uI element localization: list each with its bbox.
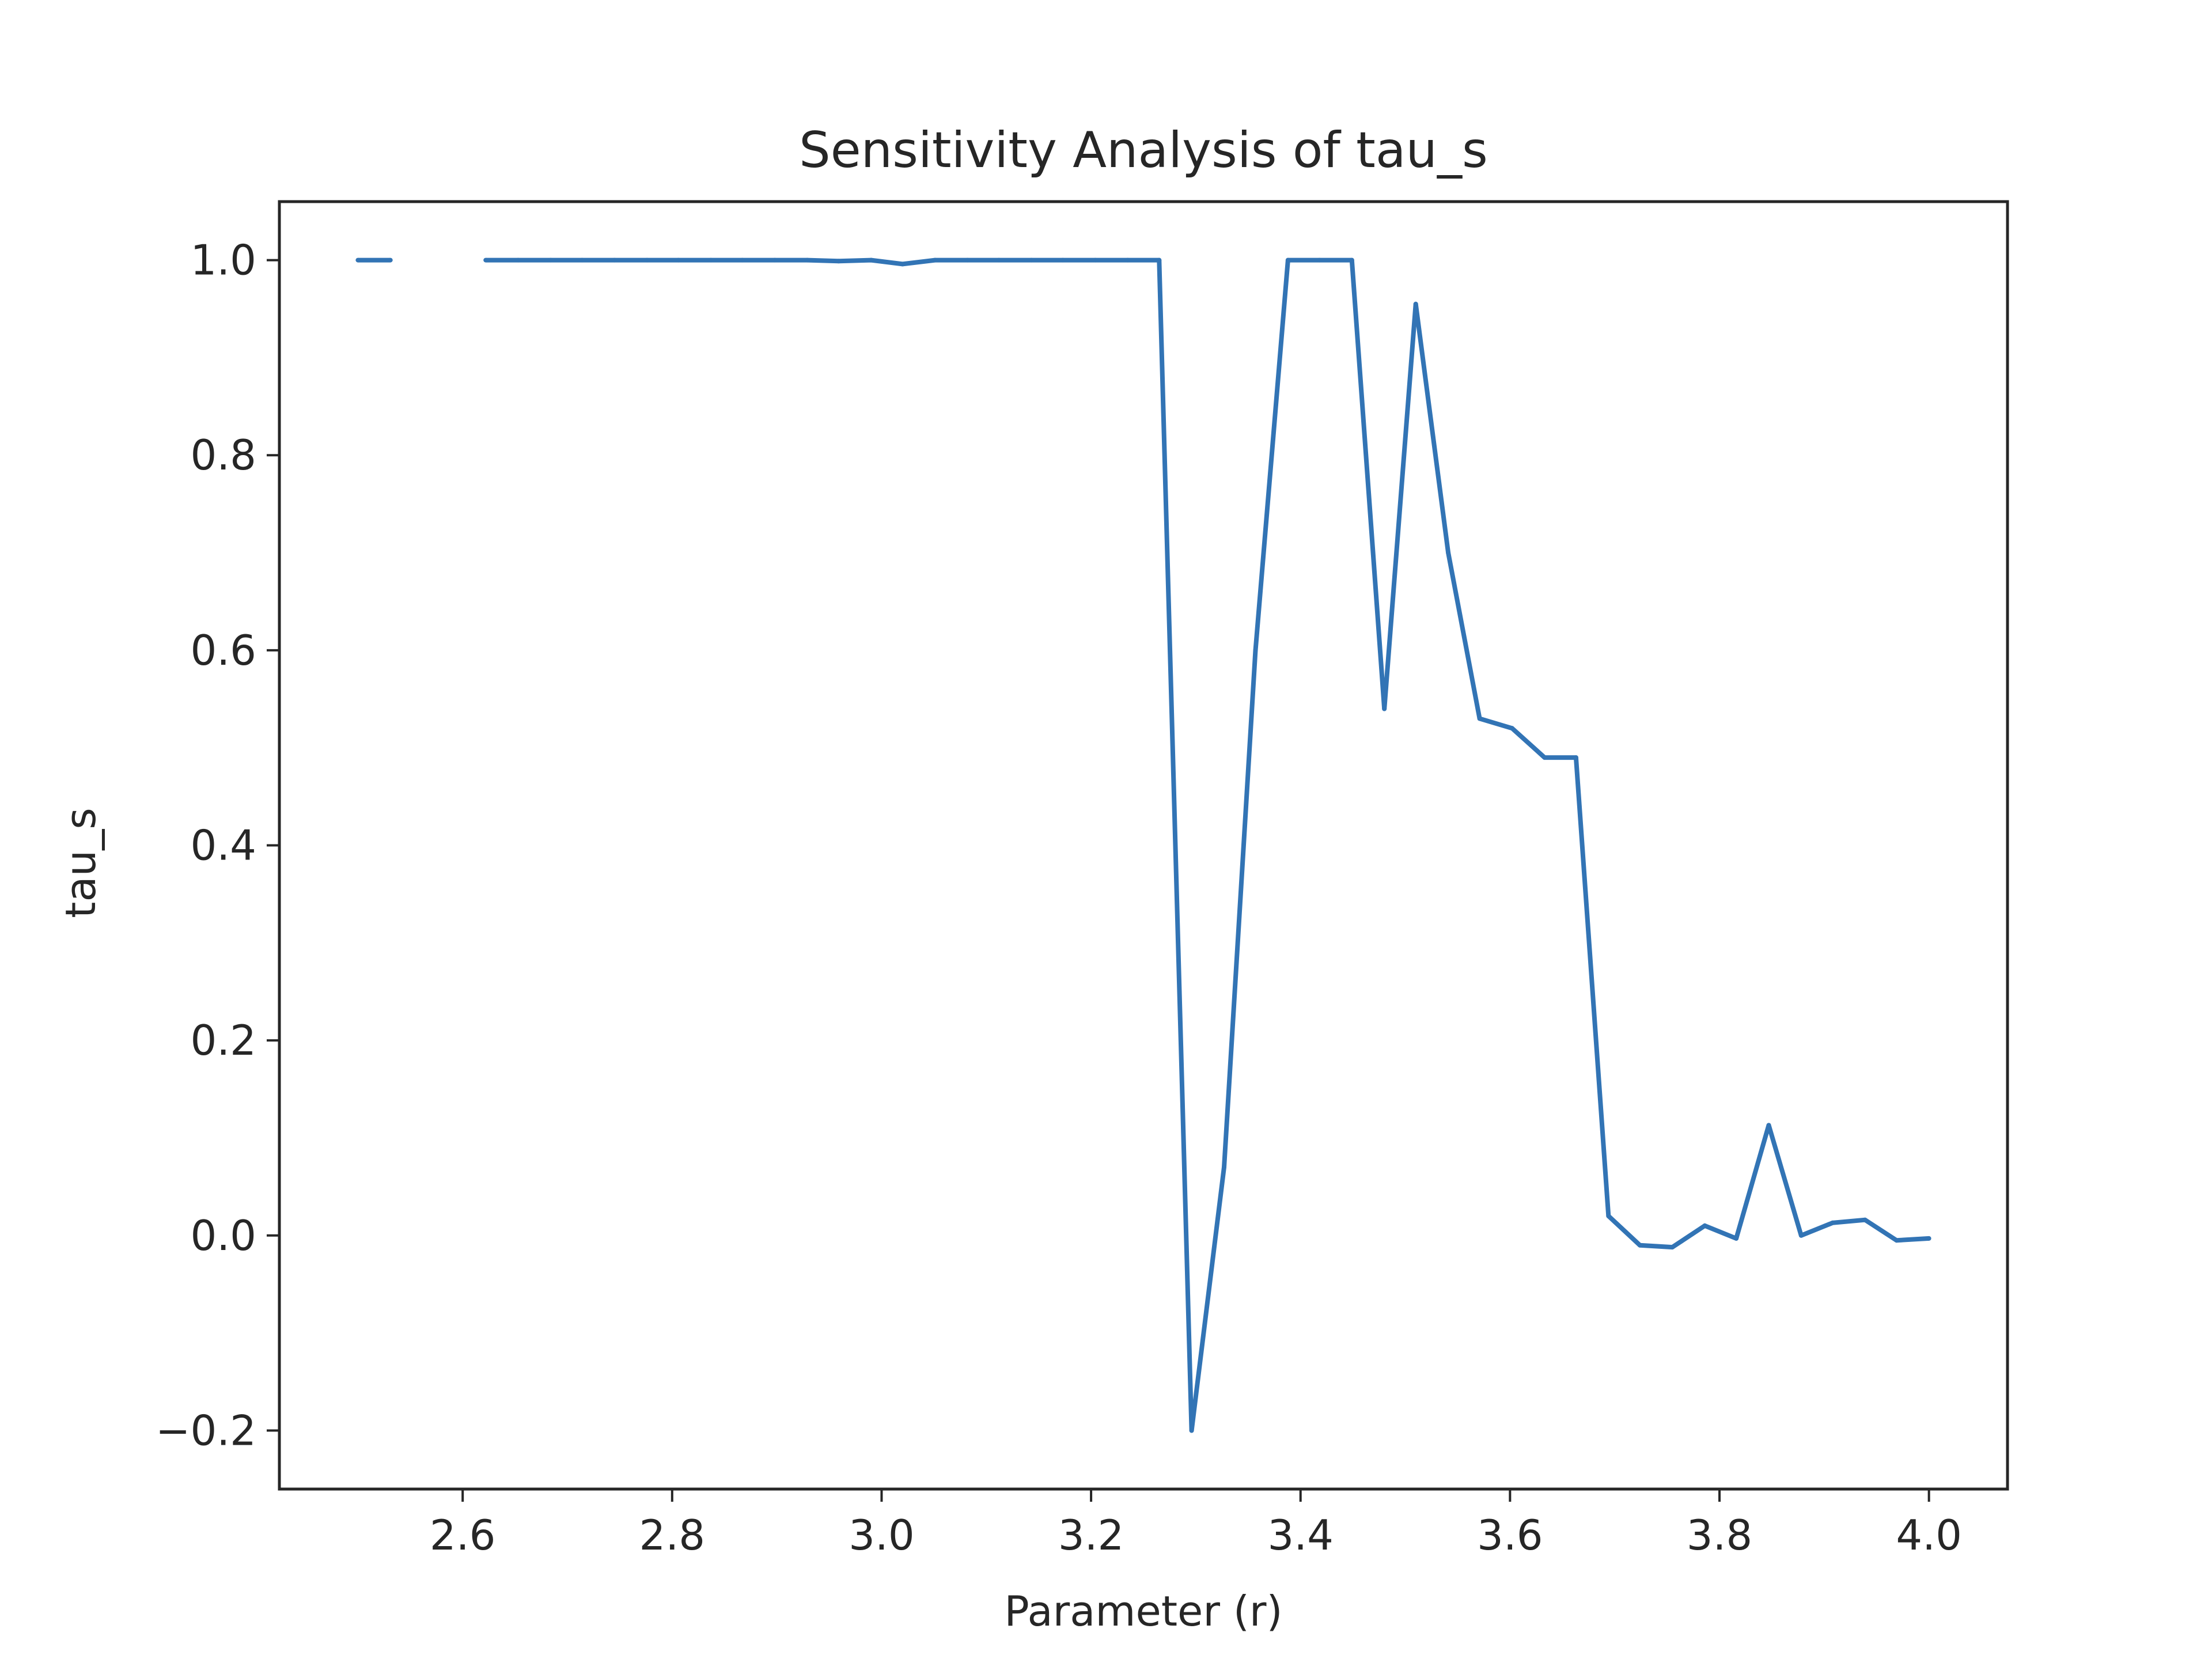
chart-title: Sensitivity Analysis of tau_s bbox=[799, 122, 1488, 179]
y-axis-label: tau_s bbox=[56, 808, 105, 918]
data-point bbox=[709, 257, 714, 263]
data-point bbox=[1477, 716, 1482, 721]
data-point bbox=[1060, 257, 1065, 263]
data-point bbox=[1125, 257, 1130, 263]
data-point bbox=[1830, 1220, 1835, 1225]
data-point bbox=[1798, 1233, 1804, 1238]
data-point bbox=[1894, 1238, 1899, 1243]
data-point bbox=[1285, 257, 1290, 263]
data-point bbox=[1862, 1217, 1868, 1222]
y-axis: −0.2 0.0 0.2 0.4 0.6 0.8 1.0 bbox=[156, 236, 279, 1455]
data-point bbox=[516, 257, 521, 263]
data-point bbox=[1349, 257, 1354, 263]
data-point bbox=[1253, 647, 1258, 653]
data-point bbox=[805, 257, 810, 263]
y-tick-label: 0.4 bbox=[190, 821, 256, 870]
data-point bbox=[1573, 755, 1578, 760]
x-tick-label: 2.8 bbox=[639, 1511, 706, 1559]
data-point bbox=[1317, 257, 1322, 263]
data-point bbox=[645, 257, 650, 263]
y-tick-label: 0.0 bbox=[190, 1211, 256, 1260]
x-tick-label: 2.6 bbox=[430, 1511, 496, 1559]
x-axis-label: Parameter (r) bbox=[1004, 1587, 1282, 1635]
data-point bbox=[933, 257, 938, 263]
data-point bbox=[1222, 1165, 1226, 1170]
data-point bbox=[1413, 301, 1418, 306]
data-point bbox=[836, 259, 841, 264]
data-point bbox=[355, 257, 361, 263]
data-point bbox=[1542, 755, 1547, 760]
data-point bbox=[1926, 1236, 1931, 1241]
data-point bbox=[579, 257, 585, 263]
data-point bbox=[676, 257, 681, 263]
data-point bbox=[1382, 706, 1387, 711]
data-point bbox=[1637, 1243, 1642, 1248]
data-point bbox=[483, 257, 488, 263]
y-tick-label: −0.2 bbox=[156, 1406, 256, 1455]
x-axis: 2.6 2.8 3.0 3.2 3.4 3.6 3.8 4.0 bbox=[430, 1489, 1962, 1559]
data-point bbox=[900, 262, 905, 267]
data-point bbox=[388, 257, 393, 263]
data-point bbox=[740, 257, 745, 263]
x-tick-label: 4.0 bbox=[1896, 1511, 1962, 1559]
y-tick-label: 1.0 bbox=[190, 236, 256, 285]
x-tick-label: 3.6 bbox=[1477, 1511, 1543, 1559]
y-tick-label: 0.2 bbox=[190, 1016, 256, 1065]
data-point bbox=[1189, 1428, 1194, 1433]
data-point bbox=[965, 257, 970, 263]
plot-area bbox=[355, 257, 1931, 1433]
data-point bbox=[1702, 1223, 1707, 1228]
x-tick-label: 3.8 bbox=[1687, 1511, 1753, 1559]
y-tick-label: 0.8 bbox=[190, 431, 256, 479]
x-tick-label: 3.0 bbox=[849, 1511, 915, 1559]
series-line bbox=[486, 257, 1929, 1433]
data-point bbox=[1157, 257, 1162, 263]
data-point bbox=[1734, 1236, 1739, 1241]
data-point bbox=[612, 257, 617, 263]
data-point bbox=[1766, 1123, 1771, 1128]
data-point bbox=[997, 257, 1002, 263]
data-point bbox=[1029, 257, 1034, 263]
data-point bbox=[1606, 1213, 1611, 1218]
data-point bbox=[1093, 257, 1098, 263]
data-point bbox=[1446, 550, 1451, 555]
data-point bbox=[548, 257, 553, 263]
data-point bbox=[869, 257, 874, 263]
data-point bbox=[772, 257, 777, 263]
axes-frame bbox=[278, 200, 2009, 1491]
x-tick-label: 3.4 bbox=[1267, 1511, 1334, 1559]
data-point bbox=[1670, 1245, 1675, 1250]
x-tick-label: 3.2 bbox=[1058, 1511, 1124, 1559]
data-point bbox=[1510, 726, 1514, 731]
y-tick-label: 0.6 bbox=[190, 626, 256, 675]
